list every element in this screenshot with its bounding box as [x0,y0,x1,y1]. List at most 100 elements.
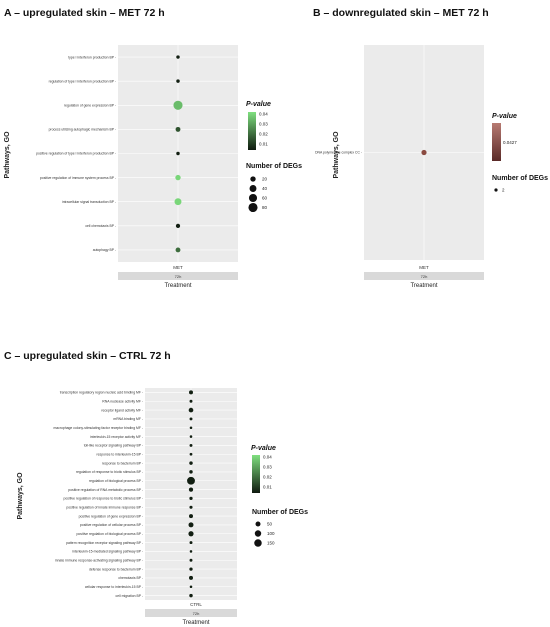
panel-b-x-label: Treatment [410,283,437,289]
a-y-tick-label: positive regulation of type I interferon… [36,152,116,156]
c-point [189,390,193,395]
panel-b-y-label: Pathways, GO [333,131,340,179]
c-sizeleg-key [254,539,262,547]
c-point [189,558,193,562]
a-sizeleg-label: 80 [262,205,268,210]
c-point [188,487,194,492]
c-point [188,407,194,413]
c-sizeleg-key [255,521,261,527]
c-y-tick-label: interleukin-15 receptor activity MF - [90,435,143,439]
panel-b-points [421,149,427,156]
panel-b-title: B – downregulated skin – MET 72 h [313,7,489,19]
panel-b-strip [364,272,484,280]
panel-b-legend-pvalue: P-value 0.0427 [492,113,517,161]
a-gradticks-tick: 0.03 [259,122,268,127]
c-point [189,443,193,447]
panel-b-y-tick-labels: DNA polymerase complex CC - [315,151,362,155]
a-point [173,100,183,110]
c-y-tick-label: macrophage colony-stimulating factor rec… [53,426,143,430]
a-point [175,174,181,181]
a-y-tick-label: positive regulation of immune system pro… [40,176,116,180]
c-gradticks-tick: 0.03 [263,465,272,470]
c-y-tick-label: chemotaxis BP - [118,576,143,580]
panel-c-x-label: Treatment [182,620,209,626]
c-point [189,505,193,509]
c-y-tick-label: cellular response to interleukin-15 BP - [85,585,143,589]
panel-b-size-tick: 2 [502,188,505,193]
c-point [189,417,193,421]
panel-b-legend-pvalue-title: P-value [492,113,517,120]
panel-b: B – downregulated skin – MET 72 h DNA po… [313,7,548,289]
a-y-tick-label: autophagy BP - [93,248,116,252]
panel-a-x-tick: MET [173,265,183,270]
panel-a-points [173,55,183,253]
panel-c-points [187,390,195,598]
a-sizeleg-label: 20 [262,177,268,182]
c-y-tick-label: positive regulation of biological proces… [77,532,143,536]
c-point [189,575,193,580]
a-gradticks-tick: 0.01 [259,142,268,147]
c-point [189,593,193,598]
panel-a-y-label: Pathways, GO [4,131,11,179]
a-y-tick-label: regulation of gene expression BP - [64,103,116,107]
c-point [187,476,195,485]
c-y-tick-label: mRNA binding MF - [113,417,143,421]
c-y-tick-label: positive regulation of response to bioti… [64,497,143,501]
panel-a-legend-size-title: Number of DEGs [246,163,302,170]
a-gradticks-tick: 0.04 [259,112,268,117]
panel-b-legend-size: Number of DEGs 2 [492,175,548,193]
a-y-tick-label: process utilizing autophagic mechanism B… [49,128,116,132]
panel-b-x-tick: MET [419,265,429,270]
a-point [174,198,182,206]
a-sizeleg-label: 60 [262,196,268,201]
a-point [175,126,181,132]
c-gradticks-tick: 0.01 [263,485,272,490]
c-y-tick-label: positive regulation of innate immune res… [66,505,143,509]
c-y-tick-label: positive regulation of RNA metabolic pro… [68,488,143,492]
c-gradticks-tick: 0.04 [263,455,272,460]
a-y-tick-label: intracellular signal transduction BP - [62,200,116,204]
c-point [189,470,193,474]
panel-a-strip-label: 72h [175,274,182,279]
a-point [175,247,181,253]
panel-c-strip-label: 72h [193,611,200,616]
c-point [189,550,193,553]
c-y-tick-label: cell migration BP - [116,594,143,598]
c-y-tick-label: defense response to bacterium BP - [89,567,143,571]
panel-c-legend-pvalue-title: P-value [251,445,276,452]
panel-c-strip [145,609,237,617]
panel-a-strip [118,272,238,280]
panel-a: A – upregulated skin – MET 72 h type I i… [4,7,302,289]
c-sizeleg-label: 50 [267,522,273,527]
panel-b-legend-size-title: Number of DEGs [492,175,548,182]
c-point [189,585,193,589]
panel-b-strip-label: 72h [421,274,428,279]
panel-c-legend-size: Number of DEGs 50 100 150 [252,509,308,547]
b-point [421,149,427,156]
panel-c: C – upregulated skin – CTRL 72 h transcr… [4,350,308,626]
a-sizeleg-key [248,193,258,203]
panel-a-legend-size: Number of DEGs 20 40 60 80 [246,163,302,213]
a-y-tick-label: type I interferon production BP - [68,55,116,59]
c-sizeleg-label: 150 [267,541,275,546]
a-point [176,55,180,59]
c-point [188,522,194,528]
c-y-tick-label: positive regulation of cellular process … [80,523,143,527]
a-y-tick-label: cell chemotaxis BP - [85,224,116,228]
c-y-tick-label: regulation of biological process BP - [89,479,143,483]
panel-a-x-label: Treatment [164,283,191,289]
c-y-tick-label: toll-like receptor signaling pathway BP … [84,444,143,448]
panel-c-title: C – upregulated skin – CTRL 72 h [4,350,171,362]
a-point [176,79,180,83]
panel-a-y-tick-labels: type I interferon production BP - regulat… [36,55,116,252]
b-y-tick-label: DNA polymerase complex CC - [315,151,362,155]
panel-c-x-tick: CTRL [190,602,202,607]
panel-b-pvalue-colorbar [492,123,501,161]
c-sizeleg-label: 100 [267,531,275,536]
c-point [189,452,193,456]
c-point [189,435,193,438]
c-gradticks-tick: 0.02 [263,475,272,480]
panel-c-y-tick-labels: transcription regulatory region nucleic … [53,391,143,598]
c-point [189,496,193,501]
